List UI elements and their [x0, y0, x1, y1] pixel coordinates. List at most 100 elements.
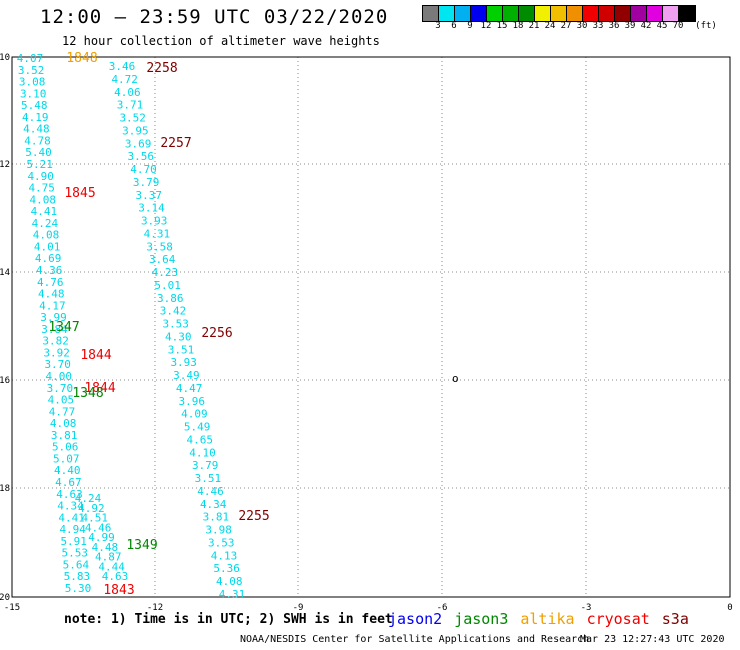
- satellite-key-item: jason3: [454, 610, 509, 628]
- wave-height-value: 3.93: [141, 215, 168, 228]
- wave-height-value: 4.75: [28, 182, 55, 195]
- legend-swatch: [439, 6, 455, 21]
- pass-time-label: 1349: [126, 538, 157, 553]
- map-frame: [11, 56, 731, 598]
- wave-height-value: 4.72: [111, 73, 138, 86]
- wave-height-value: 4.24: [75, 492, 102, 505]
- wave-height-value: 4.65: [187, 434, 214, 447]
- wave-height-value: 3.42: [160, 305, 187, 318]
- wave-height-value: 4.08: [50, 417, 77, 430]
- pass-time-label: 1348: [72, 386, 103, 401]
- pass-time-label: 1844: [80, 348, 111, 363]
- wave-height-value: 3.71: [117, 99, 144, 112]
- wave-height-value: 3.53: [162, 318, 189, 331]
- wave-height-value: 4.13: [211, 549, 238, 562]
- generated-timestamp: Mar 23 12:27:43 UTC 2020: [580, 634, 725, 645]
- wave-height-value: 4.34: [200, 498, 227, 511]
- wave-height-value: 4.36: [36, 264, 63, 277]
- y-tick-label: -18: [0, 484, 10, 494]
- satellite-key-item: cryosat: [586, 610, 650, 628]
- x-tick-label: -3: [581, 603, 592, 613]
- color-legend: [422, 5, 696, 22]
- satellite-key-item: s3a: [661, 610, 689, 628]
- wave-height-value: 5.48: [21, 99, 48, 112]
- wave-height-value: 4.08: [33, 229, 60, 242]
- wave-height-value: 4.92: [78, 502, 105, 515]
- wave-height-value: 3.52: [119, 112, 146, 125]
- wave-height-value: 4.31: [144, 227, 171, 240]
- wave-height-value: 3.96: [179, 395, 206, 408]
- legend-swatch: [647, 6, 663, 21]
- pass-time-label: 1844: [84, 381, 115, 396]
- wave-height-value: 3.56: [128, 150, 155, 163]
- wave-height-value: 3.52: [18, 64, 45, 77]
- legend-label: 6: [451, 21, 457, 31]
- wave-height-value: 4.48: [92, 541, 119, 554]
- wave-height-value: 4.08: [30, 193, 57, 206]
- wave-height-value: 4.19: [22, 111, 49, 124]
- pass-time-label: 1845: [64, 186, 95, 201]
- wave-height-value: 4.07: [17, 52, 44, 65]
- legend-label: 27: [560, 21, 572, 31]
- wave-height-value: 4.09: [181, 408, 208, 421]
- wave-height-value: 3.69: [125, 137, 152, 150]
- wave-height-value: 3.84: [41, 323, 68, 336]
- wave-height-value: 3.10: [20, 87, 47, 100]
- wave-height-value: 5.06: [52, 441, 79, 454]
- wave-height-value: 5.36: [213, 562, 240, 575]
- wave-height-value: 3.49: [173, 369, 200, 382]
- wave-height-value: 4.46: [197, 485, 224, 498]
- x-tick-label: -12: [147, 603, 163, 613]
- altimeter-tracks: 4.073.523.083.105.484.194.484.785.405.21…: [17, 52, 246, 601]
- wave-height-value: 4.90: [27, 170, 54, 183]
- legend-label: 3: [435, 21, 441, 31]
- wave-height-value: 3.70: [47, 382, 74, 395]
- wave-height-value: 4.30: [165, 330, 192, 343]
- legend-swatch: [423, 6, 439, 21]
- y-tick-label: -14: [0, 268, 10, 278]
- legend-swatch: [631, 6, 647, 21]
- wave-height-value: 4.48: [38, 288, 65, 301]
- map-grid: [12, 57, 730, 597]
- wave-height-value: 4.48: [23, 123, 50, 136]
- pass-time-label: 2258: [146, 61, 177, 76]
- legend-swatch: [455, 6, 471, 21]
- wave-height-value: 4.34: [57, 500, 84, 513]
- wave-height-value: 3.08: [19, 76, 46, 89]
- y-tick-label: -16: [0, 376, 10, 386]
- legend-label: 21: [528, 21, 540, 31]
- wave-height-value: 4.94: [59, 523, 86, 536]
- legend-swatch: [583, 6, 599, 21]
- wave-height-value: 3.51: [168, 343, 195, 356]
- wave-height-value: 3.14: [138, 202, 165, 215]
- wave-height-value: 4.31: [219, 588, 246, 601]
- wave-height-value: 4.46: [85, 521, 112, 534]
- page-subtitle: 12 hour collection of altimeter wave hei…: [62, 34, 380, 48]
- wave-height-value: 5.64: [63, 558, 90, 571]
- legend-label: 18: [512, 21, 524, 31]
- wave-height-value: 3.79: [192, 459, 219, 472]
- wave-height-value: 4.77: [49, 405, 76, 418]
- wave-height-value: 3.81: [51, 429, 78, 442]
- wave-height-value: 4.76: [37, 276, 64, 289]
- x-tick-label: -15: [4, 603, 20, 613]
- wave-height-value: 4.40: [54, 464, 81, 477]
- y-tick-label: -10: [0, 53, 10, 63]
- x-tick-label: -6: [437, 603, 448, 613]
- wave-height-value: 5.30: [65, 582, 92, 595]
- wave-height-value: 3.70: [44, 358, 71, 371]
- wave-height-value: 3.86: [157, 292, 184, 305]
- x-axis-ticks: -15 -12 -9 -6 -3 0: [4, 603, 733, 613]
- legend-swatch: [487, 6, 503, 21]
- y-tick-label: -20: [0, 593, 10, 603]
- wave-height-value: 4.17: [39, 299, 66, 312]
- wave-height-value: 5.83: [64, 570, 91, 583]
- wave-height-value: 3.81: [203, 511, 230, 524]
- wave-height-value: 4.06: [114, 86, 141, 99]
- color-legend-labels: 3 6 9 12 15 18 21 24 27 30 33 36 39 42 45 70 (ft): [422, 21, 740, 33]
- pass-time-label: 1848: [66, 51, 97, 66]
- legend-label: (ft): [695, 21, 717, 31]
- wave-height-value: 4.63: [56, 488, 83, 501]
- wave-height-value: 4.47: [176, 382, 203, 395]
